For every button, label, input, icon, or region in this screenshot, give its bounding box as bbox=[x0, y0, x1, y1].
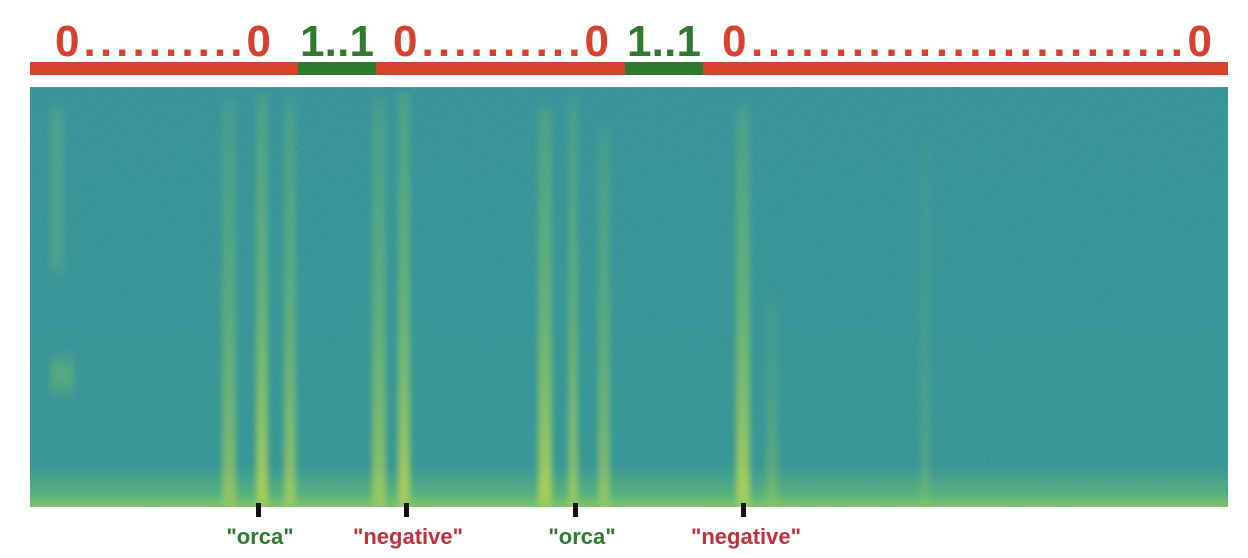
bar-segment bbox=[625, 62, 703, 75]
event-ticks bbox=[256, 503, 746, 517]
event-tick bbox=[741, 503, 746, 517]
bar-segment bbox=[298, 62, 376, 75]
annotation: "orca" bbox=[226, 524, 293, 549]
event-tick bbox=[404, 503, 409, 517]
segment-label: 1..1 bbox=[300, 17, 374, 66]
annotation: "orca" bbox=[548, 524, 615, 549]
bar-segment bbox=[703, 62, 1228, 75]
spectrogram-noise bbox=[30, 87, 1228, 507]
annotation: "negative" bbox=[691, 524, 801, 549]
bar-segment bbox=[376, 62, 625, 75]
bar-segment bbox=[30, 62, 298, 75]
annotation: "negative" bbox=[353, 524, 463, 549]
spectrogram bbox=[30, 87, 1228, 507]
segment-label: 1..1 bbox=[627, 17, 701, 66]
event-tick bbox=[573, 503, 578, 517]
event-tick bbox=[256, 503, 261, 517]
segment-label: 0..........0 bbox=[55, 17, 271, 66]
label-bar bbox=[30, 62, 1228, 75]
segment-label: 0..........................0 bbox=[722, 17, 1212, 66]
segment-label: 0..........0 bbox=[393, 17, 609, 66]
